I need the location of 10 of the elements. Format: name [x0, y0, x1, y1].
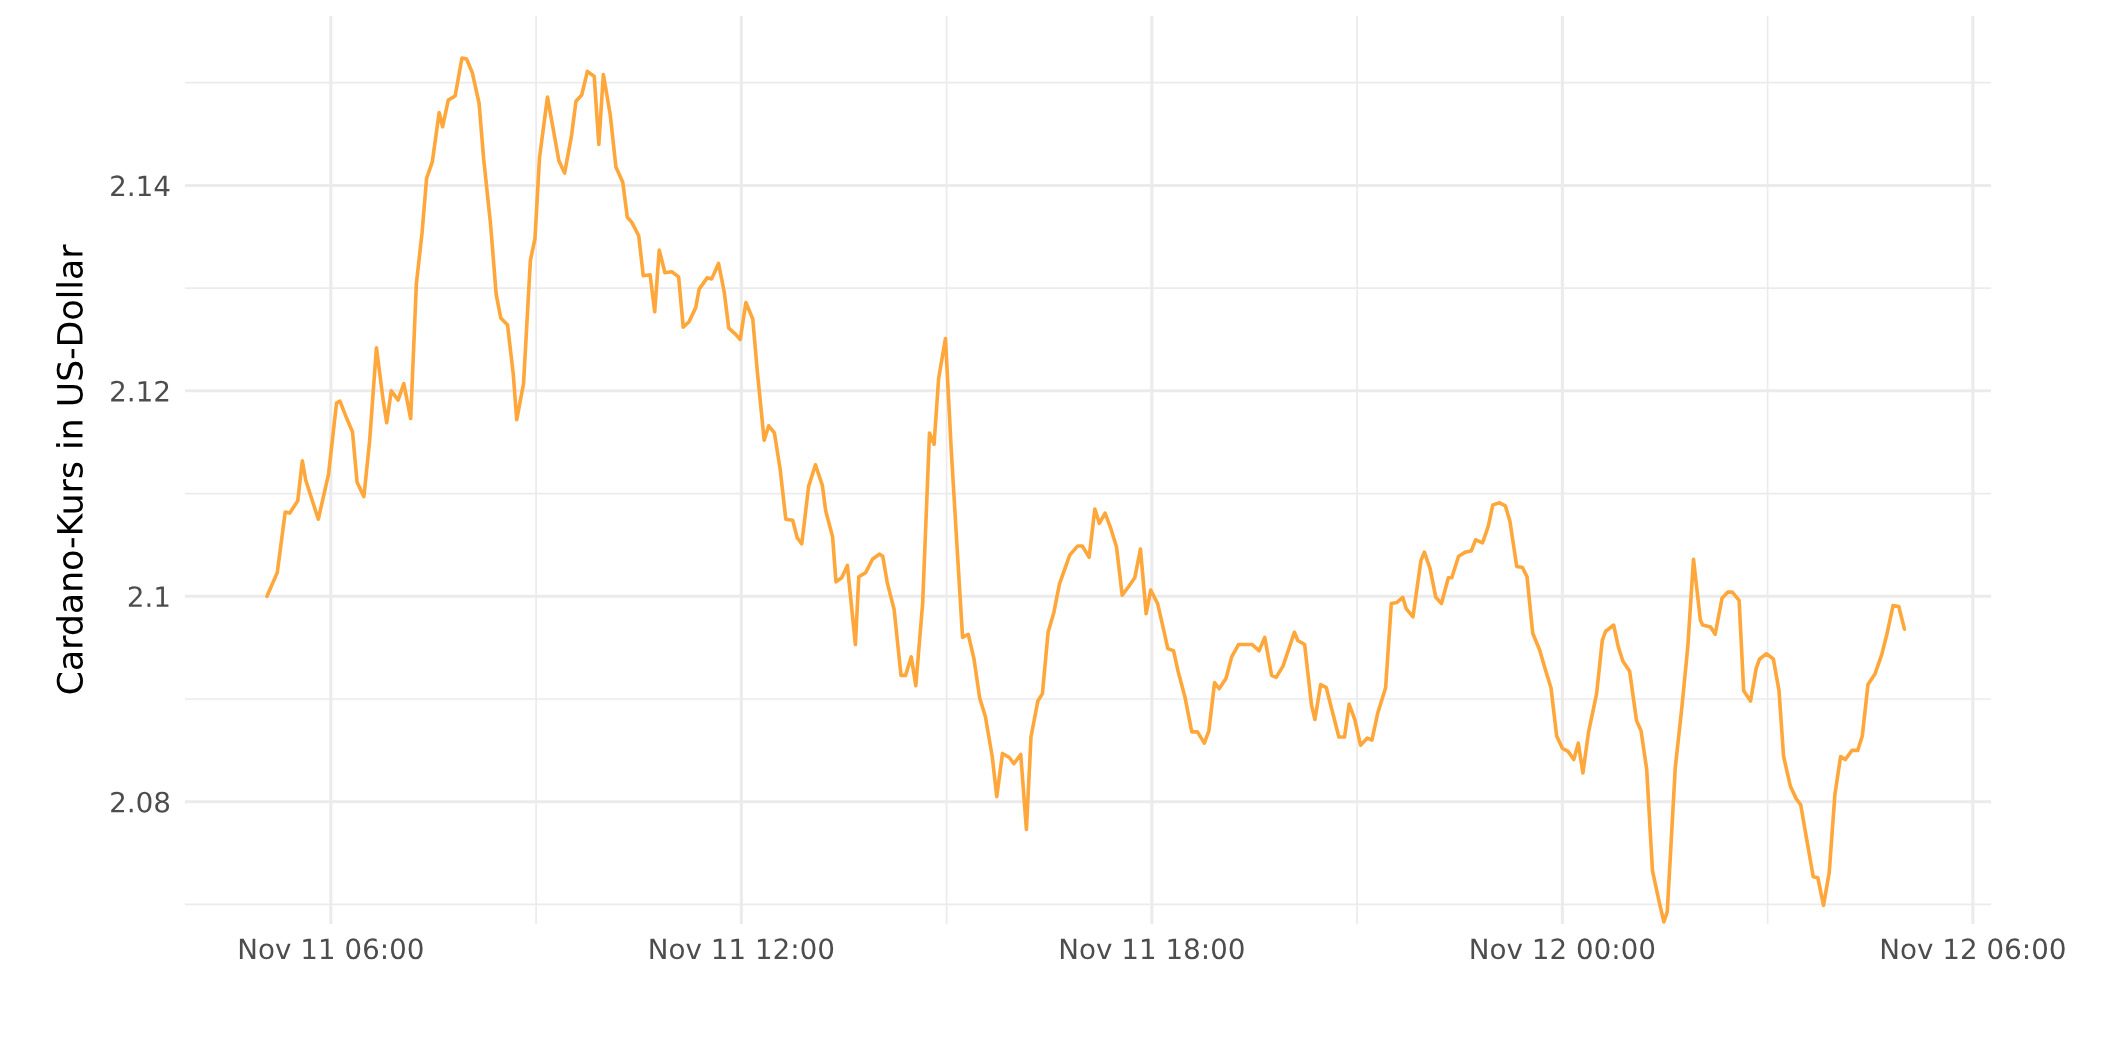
y-axis-title: Cardano-Kurs in US-Dollar: [56, 244, 83, 694]
y-tick-label: 2.08: [111, 791, 170, 813]
x-tick-label: Nov 12 00:00: [1471, 938, 1655, 960]
x-tick-label: Nov 11 18:00: [1060, 938, 1244, 960]
x-tick-label: Nov 11 12:00: [650, 938, 834, 960]
x-tick-label: Nov 12 06:00: [1881, 938, 2065, 960]
y-tick-label: 2.1: [128, 586, 169, 607]
x-tick-label: Nov 11 06:00: [239, 938, 423, 960]
y-tick-label: 2.14: [111, 175, 170, 196]
y-tick-label: 2.12: [111, 380, 169, 402]
